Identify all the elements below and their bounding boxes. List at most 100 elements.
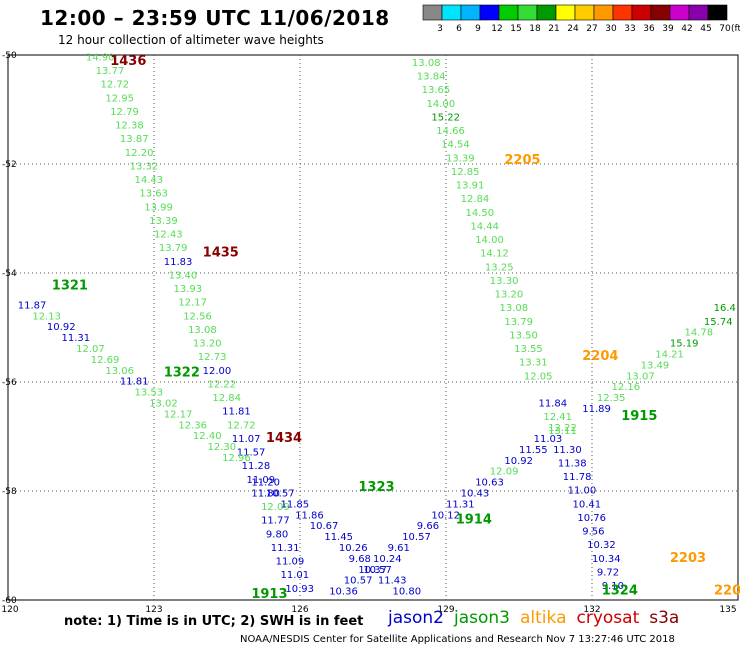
wave-height-value: 11.09 bbox=[246, 475, 275, 486]
colorbar-swatch bbox=[688, 4, 709, 21]
legend-item-cryosat: cryosat bbox=[576, 608, 640, 628]
colorbar-tick: 15 bbox=[510, 24, 521, 34]
wave-height-value: 11.01 bbox=[281, 570, 310, 581]
wave-height-value: 11.28 bbox=[242, 461, 271, 472]
wave-height-value: 9.56 bbox=[582, 527, 604, 538]
wave-height-value: 13.30 bbox=[490, 276, 519, 287]
pass-time-label: 220 bbox=[714, 584, 740, 599]
wave-height-value: 12.79 bbox=[110, 107, 139, 118]
colorbar-swatch bbox=[612, 4, 633, 21]
wave-height-value: 11.81 bbox=[222, 407, 251, 418]
footer-credit: NOAA/NESDIS Center for Satellite Applica… bbox=[240, 634, 675, 645]
wave-height-value: 13.91 bbox=[456, 181, 485, 192]
wave-height-value: 13.87 bbox=[120, 134, 149, 145]
wave-height-value: 11.20 bbox=[251, 478, 280, 489]
colorbar-tick: 18 bbox=[529, 24, 541, 34]
wave-height-value: 14.78 bbox=[684, 328, 713, 339]
wave-height-value: 13.06 bbox=[105, 366, 134, 377]
wave-height-value: 12.56 bbox=[183, 311, 212, 322]
wave-height-value: 12.30 bbox=[208, 442, 237, 453]
wave-height-value: 13.39 bbox=[149, 216, 178, 227]
lon-tick-label: 123 bbox=[145, 605, 162, 615]
wave-height-value: 13.77 bbox=[96, 66, 125, 77]
colorbar-tick: 9 bbox=[475, 24, 481, 34]
pass-time-label: 2205 bbox=[504, 153, 540, 168]
wave-height-value: 12.22 bbox=[548, 423, 577, 434]
wave-height-value: 12.00 bbox=[203, 366, 232, 377]
wave-height-value: 10.57 bbox=[363, 565, 392, 576]
wave-height-value: 11.38 bbox=[558, 458, 587, 469]
wave-height-value: 10.57 bbox=[344, 576, 373, 587]
wave-height-value: 14.50 bbox=[465, 208, 494, 219]
wave-height-value: 11.86 bbox=[295, 510, 324, 521]
satellite-legend: jason2 jason3 altika cryosat s3a bbox=[388, 608, 689, 628]
colorbar-swatch bbox=[517, 4, 538, 21]
wave-height-value: 12.22 bbox=[208, 379, 237, 390]
legend-item-altika: altika bbox=[520, 608, 567, 628]
wave-height-value: 13.40 bbox=[169, 270, 198, 281]
wave-height-value: 12.85 bbox=[451, 167, 480, 178]
wave-height-value: 9.61 bbox=[388, 543, 410, 554]
pass-time-label: 1913 bbox=[251, 587, 287, 602]
pass-time-label: 2204 bbox=[582, 349, 618, 364]
colorbar-tick: 6 bbox=[456, 24, 462, 34]
wave-height-value: 10.37 bbox=[358, 565, 387, 576]
wave-height-value: 13.20 bbox=[193, 339, 222, 350]
colorbar-swatch bbox=[574, 4, 595, 21]
legend-item-jason2: jason2 bbox=[388, 608, 444, 628]
wave-height-value: 10.67 bbox=[310, 521, 339, 532]
wave-height-value: 11.85 bbox=[281, 499, 310, 510]
wave-height-value: 13.20 bbox=[495, 290, 524, 301]
wave-height-value: 15.22 bbox=[431, 112, 460, 123]
wave-height-value: 11.57 bbox=[237, 448, 266, 459]
wave-height-value: 11.84 bbox=[538, 399, 567, 410]
wave-height-value: 13.11 bbox=[548, 426, 577, 437]
wave-height-value: 10.43 bbox=[461, 488, 490, 499]
wave-height-value: 10.34 bbox=[592, 554, 621, 565]
wave-height-value: 10.76 bbox=[577, 513, 606, 524]
wave-height-value: 10.92 bbox=[504, 456, 533, 467]
lat-tick-label: -52 bbox=[2, 160, 17, 170]
wave-height-value: 10.57 bbox=[402, 532, 431, 543]
colorbar-tick: 21 bbox=[548, 24, 559, 34]
wave-height-value: 12.73 bbox=[198, 352, 227, 363]
wave-height-value: 12.17 bbox=[178, 298, 207, 309]
wave-height-value: 14.90 bbox=[86, 52, 115, 63]
legend-item-jason3: jason3 bbox=[454, 608, 510, 628]
pass-time-label: 1914 bbox=[456, 513, 492, 528]
wave-height-value: 13.02 bbox=[149, 399, 178, 410]
legend-item-s3a: s3a bbox=[649, 608, 680, 628]
lon-tick-label: 132 bbox=[583, 605, 600, 615]
wave-height-value: 12.38 bbox=[115, 121, 144, 132]
wave-height-value: 12.36 bbox=[178, 420, 207, 431]
wave-height-value: 14.66 bbox=[436, 126, 465, 137]
wave-height-value: 13.07 bbox=[626, 371, 655, 382]
wave-height-value: 14.21 bbox=[655, 349, 684, 360]
colorbar-tick: 3 bbox=[437, 24, 443, 34]
wave-height-value: 10.32 bbox=[587, 540, 616, 551]
lon-tick-label: 129 bbox=[437, 605, 454, 615]
wave-height-value: 12.69 bbox=[91, 355, 120, 366]
colorbar-swatch bbox=[536, 4, 557, 21]
wave-height-value: 12.40 bbox=[193, 431, 222, 442]
wave-height-value: 13.65 bbox=[422, 85, 451, 96]
wave-height-value: 14.54 bbox=[441, 140, 470, 151]
lon-tick-label: 126 bbox=[291, 605, 308, 615]
wave-height-value: 14.00 bbox=[475, 235, 504, 246]
pass-time-label: 1915 bbox=[621, 409, 657, 424]
lat-tick-label: -58 bbox=[2, 487, 17, 497]
wave-height-value: 13.50 bbox=[509, 330, 538, 341]
pass-time-label: 1324 bbox=[602, 584, 638, 599]
wave-height-value: 11.03 bbox=[534, 434, 563, 445]
wave-height-value: 11.00 bbox=[568, 486, 597, 497]
lon-tick-label: 120 bbox=[1, 605, 18, 615]
footer-note: note: 1) Time is in UTC; 2) SWH is in fe… bbox=[64, 614, 364, 629]
page-subtitle: 12 hour collection of altimeter wave hei… bbox=[58, 33, 324, 47]
wave-height-value: 10.41 bbox=[573, 499, 602, 510]
colorbar-swatch bbox=[650, 4, 671, 21]
wave-height-value: 13.08 bbox=[188, 325, 217, 336]
wave-height-value: 11.31 bbox=[62, 333, 91, 344]
wave-height-value: 13.55 bbox=[514, 344, 543, 355]
